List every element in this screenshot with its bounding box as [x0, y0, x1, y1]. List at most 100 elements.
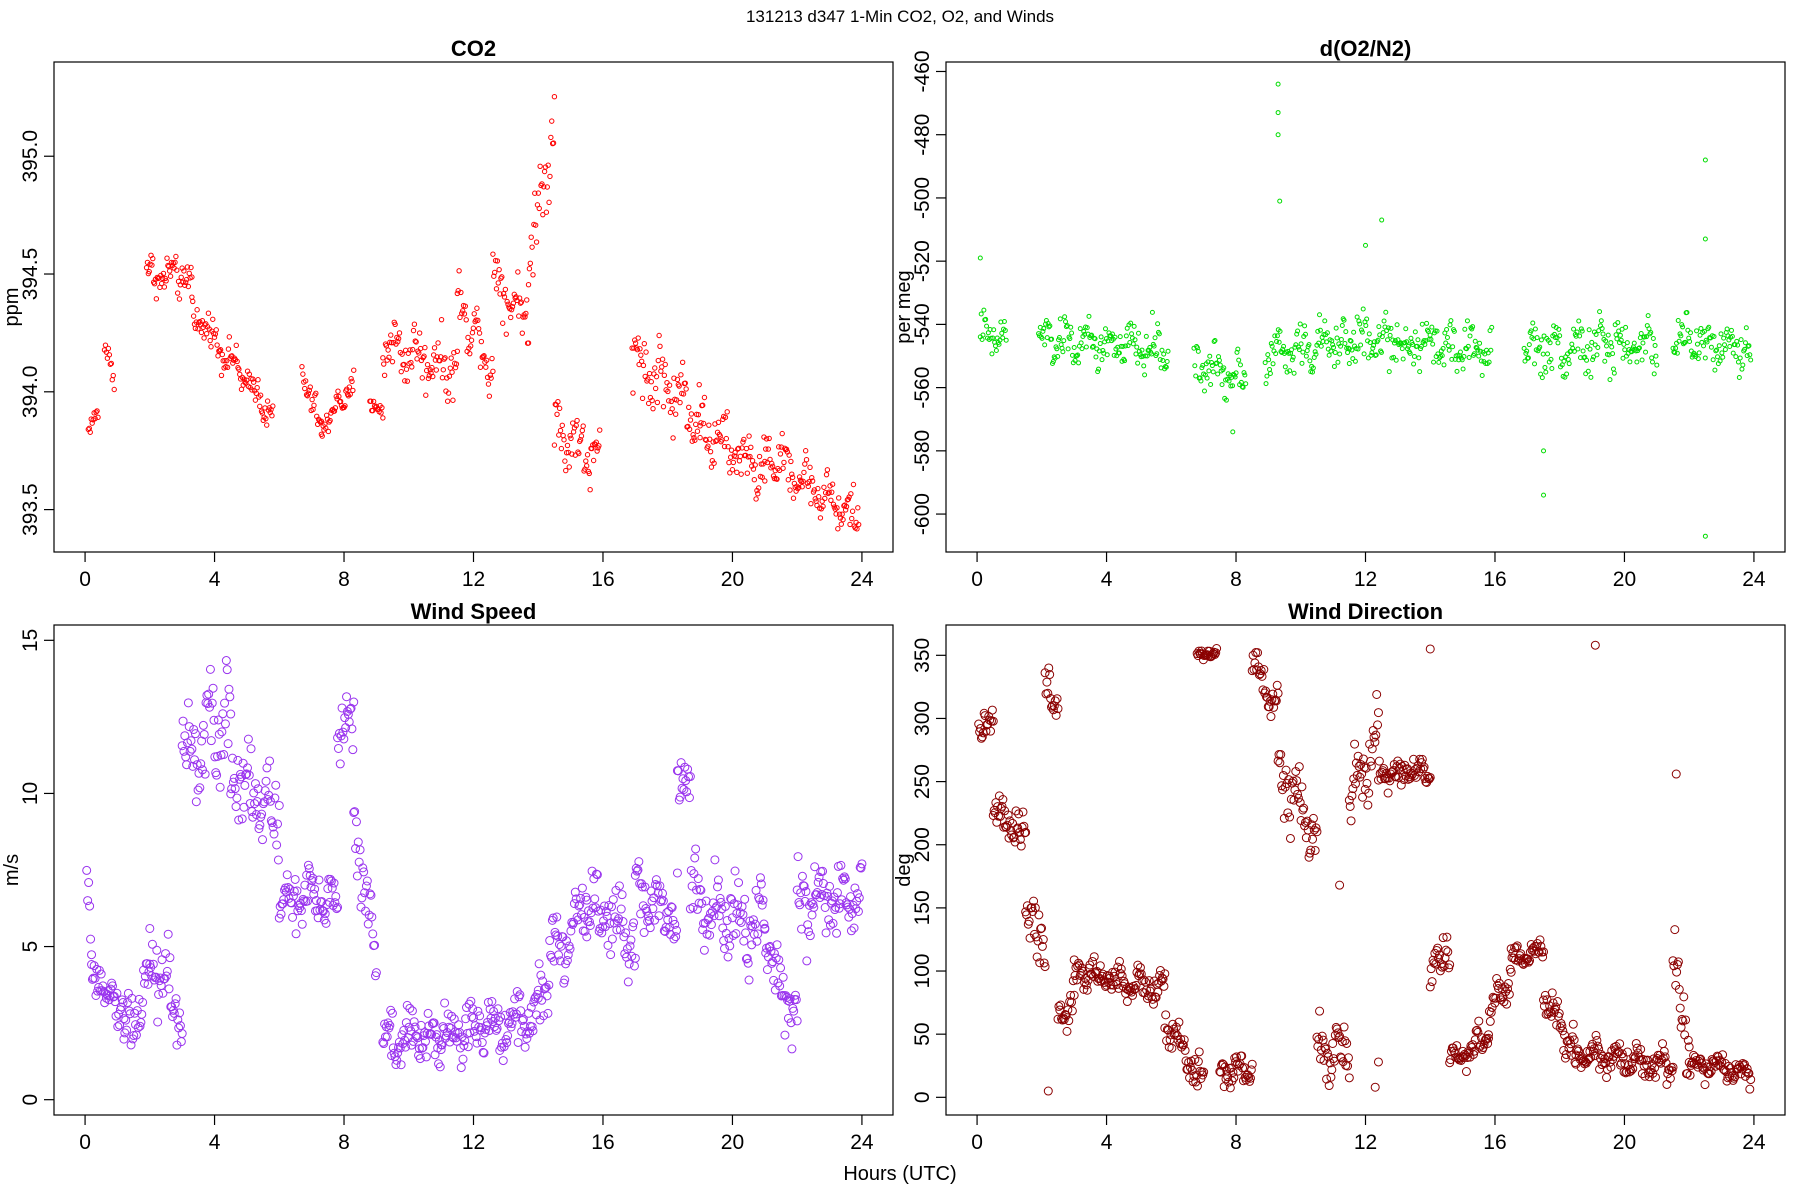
data-point — [1742, 1064, 1752, 1074]
data-point — [1431, 359, 1437, 365]
data-point — [1267, 366, 1273, 372]
data-point — [83, 896, 93, 906]
data-point — [1586, 1052, 1596, 1062]
data-point — [209, 715, 219, 725]
data-point — [1166, 1030, 1176, 1040]
data-point — [419, 375, 425, 381]
data-point — [217, 347, 224, 353]
data-point — [1424, 774, 1434, 784]
data-point — [1142, 985, 1152, 995]
data-point — [304, 393, 311, 399]
data-point — [1037, 923, 1047, 933]
data-point — [1436, 359, 1442, 365]
data-point — [1677, 1014, 1687, 1024]
data-point — [545, 936, 555, 946]
data-point — [347, 724, 357, 734]
data-point — [1739, 366, 1745, 372]
data-point — [698, 420, 704, 426]
data-point — [1730, 350, 1736, 356]
data-point — [762, 478, 768, 484]
data-point — [1618, 337, 1624, 343]
data-point — [1141, 363, 1147, 369]
data-point — [1746, 1075, 1756, 1085]
data-point — [1034, 910, 1044, 920]
data-point — [1744, 353, 1750, 359]
data-point — [1322, 318, 1328, 324]
data-point — [427, 1029, 437, 1039]
data-point — [607, 934, 617, 944]
data-point — [671, 932, 681, 942]
data-point — [1237, 362, 1243, 368]
data-point — [349, 697, 359, 707]
data-point — [225, 692, 235, 702]
data-point — [1040, 328, 1046, 334]
data-point — [318, 418, 325, 424]
data-point — [1131, 323, 1137, 329]
data-point — [167, 273, 174, 279]
data-point — [693, 421, 699, 428]
data-point — [988, 716, 998, 726]
data-point — [652, 365, 658, 371]
data-point — [713, 882, 723, 892]
data-point — [264, 398, 271, 404]
data-point — [1448, 318, 1454, 324]
data-point — [1089, 332, 1095, 338]
data-point — [1363, 323, 1369, 329]
data-point — [1061, 1010, 1071, 1020]
data-point — [736, 917, 746, 927]
data-point — [809, 474, 815, 481]
y-tick-label: 15 — [19, 629, 42, 652]
data-point — [1486, 359, 1492, 365]
data-point — [1181, 1056, 1191, 1066]
data-point — [1411, 361, 1417, 367]
data-point — [157, 955, 167, 965]
data-point — [672, 411, 679, 417]
data-point — [1273, 351, 1279, 357]
data-point — [559, 978, 569, 988]
x-tick-label: 8 — [1230, 568, 1242, 591]
data-point — [722, 916, 732, 926]
data-point — [1366, 331, 1372, 337]
data-point — [498, 1056, 508, 1066]
data-point — [1612, 322, 1618, 328]
data-point — [1056, 337, 1062, 343]
data-point — [790, 495, 797, 501]
data-point — [1652, 342, 1658, 348]
data-point — [998, 795, 1008, 804]
data-point — [1366, 761, 1376, 771]
data-point — [147, 939, 157, 949]
data-point — [1286, 350, 1292, 356]
data-point — [612, 925, 622, 935]
data-point — [412, 338, 418, 344]
data-point — [1084, 325, 1090, 331]
data-point — [201, 335, 207, 341]
data-point — [634, 857, 644, 867]
data-point — [574, 417, 580, 424]
data-point — [1363, 800, 1373, 810]
data-point — [532, 222, 539, 228]
data-point — [111, 386, 117, 393]
data-point — [1323, 1052, 1333, 1062]
data-point — [1272, 333, 1278, 339]
data-point — [1056, 335, 1062, 341]
data-point — [1682, 339, 1688, 345]
data-point — [807, 910, 817, 920]
data-point — [570, 420, 576, 426]
data-point — [1115, 956, 1124, 966]
data-point — [579, 427, 586, 434]
data-point — [652, 881, 662, 891]
data-point — [829, 489, 835, 495]
data-point — [501, 294, 508, 300]
data-point — [1289, 357, 1295, 363]
data-points-co2 — [85, 94, 862, 532]
data-point — [1225, 1083, 1235, 1093]
data-points-wind_direction — [974, 640, 1756, 1096]
data-point — [1616, 1058, 1626, 1068]
data-point — [1737, 355, 1743, 361]
data-point — [655, 357, 661, 364]
data-point — [799, 881, 809, 891]
data-point — [525, 282, 532, 288]
data-point — [496, 266, 502, 273]
data-point — [638, 352, 644, 358]
data-point — [149, 262, 155, 268]
